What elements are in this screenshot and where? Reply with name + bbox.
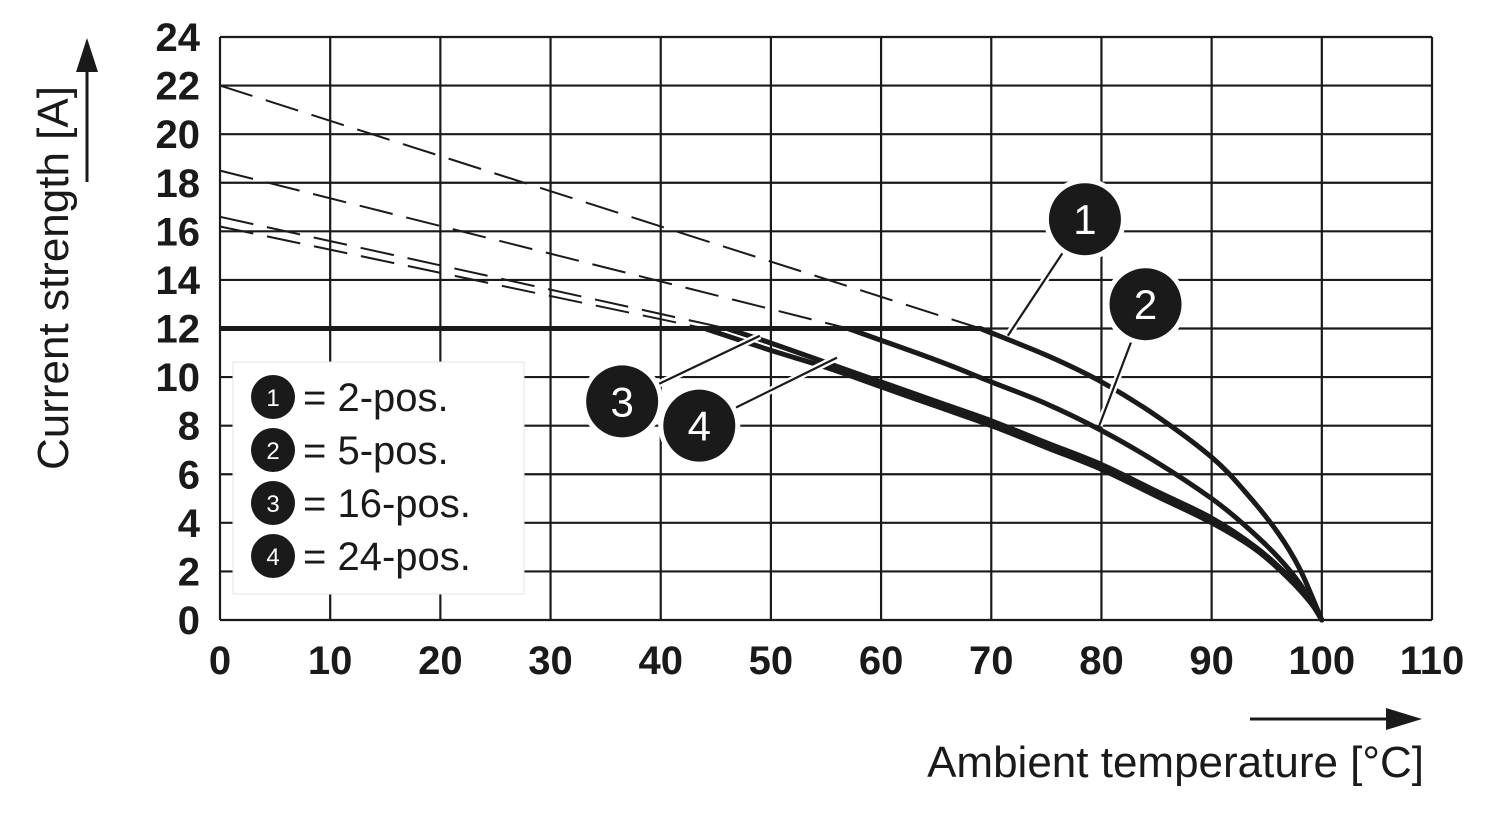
y-tick-16: 16 <box>156 210 201 254</box>
x-tick-100: 100 <box>1288 639 1355 683</box>
legend-marker-3 <box>251 481 295 525</box>
dashed-line-3 <box>219 215 728 330</box>
callout-4: 4 <box>658 354 839 467</box>
dashed-line-1 <box>219 84 981 330</box>
x-tick-50: 50 <box>749 639 794 683</box>
y-tick-12: 12 <box>156 308 201 352</box>
grid <box>218 35 1434 622</box>
y-axis-label: Current strength [A] <box>29 86 78 470</box>
curve-2 <box>845 326 1325 623</box>
legend-marker-4 <box>251 534 295 578</box>
callout-badge <box>1048 183 1121 256</box>
legend: 1 = 2-pos. 2 = 5-pos. 3 = 16-pos. 4 = 24-pos. <box>232 361 525 595</box>
y-tick-24: 24 <box>156 16 201 60</box>
callout-3: 3 <box>581 332 762 443</box>
x-tick-40: 40 <box>638 639 683 683</box>
legend-label: = 24-pos. <box>303 535 471 579</box>
curve-callouts: 12 3 4 <box>581 178 1187 467</box>
dashed-line-2 <box>219 169 849 330</box>
x-tick-110: 110 <box>1400 639 1465 683</box>
y-tick-8: 8 <box>178 405 200 449</box>
legend-item-2: 2 = 5-pos. <box>251 428 449 473</box>
legend-item-4: 4 = 24-pos. <box>251 534 471 579</box>
x-tick-0: 0 <box>209 639 231 683</box>
y-tick-10: 10 <box>156 356 201 400</box>
dashed-line-4 <box>219 225 706 330</box>
x-axis-arrow-head <box>1386 708 1422 730</box>
y-axis-label-group: Current strength [A] <box>29 38 98 470</box>
callout-number: 2 <box>1134 281 1157 328</box>
x-tick-80: 80 <box>1079 639 1124 683</box>
y-tick-14: 14 <box>156 259 201 303</box>
y-tick-22: 22 <box>156 65 201 109</box>
y-tick-20: 20 <box>156 113 201 157</box>
callout-badge <box>1109 268 1182 341</box>
y-tick-18: 18 <box>156 162 201 206</box>
curve-1 <box>977 326 1325 623</box>
legend-label: = 5-pos. <box>303 429 449 473</box>
legend-item-1: 1 = 2-pos. <box>251 375 449 420</box>
legend-marker-number: 4 <box>266 544 279 571</box>
y-axis-arrow-head <box>76 38 98 72</box>
extrapolation-lines <box>219 84 981 330</box>
x-tick-30: 30 <box>528 639 573 683</box>
legend-marker-2 <box>251 428 295 472</box>
legend-label: = 16-pos. <box>303 482 471 526</box>
y-tick-0: 0 <box>178 599 200 643</box>
legend-marker-number: 3 <box>266 491 279 518</box>
legend-marker-number: 1 <box>266 385 279 412</box>
legend-label: = 2-pos. <box>303 376 449 420</box>
x-tick-20: 20 <box>418 639 463 683</box>
x-tick-90: 90 <box>1189 639 1234 683</box>
legend-marker-number: 2 <box>266 438 279 465</box>
y-tick-2: 2 <box>178 550 200 594</box>
callout-number: 3 <box>610 378 633 425</box>
callout-badge <box>663 389 736 462</box>
y-tick-4: 4 <box>178 502 201 546</box>
callout-1: 1 <box>1004 178 1126 338</box>
x-tick-60: 60 <box>859 639 904 683</box>
x-tick-70: 70 <box>969 639 1014 683</box>
x-tick-10: 10 <box>308 639 353 683</box>
legend-marker-1 <box>251 375 295 419</box>
legend-item-3: 3 = 16-pos. <box>251 481 471 526</box>
callout-2: 2 <box>1095 263 1187 427</box>
x-axis-label-group: Ambient temperature [°C] <box>927 708 1424 787</box>
callout-number: 1 <box>1073 196 1096 243</box>
y-tick-6: 6 <box>178 453 200 497</box>
x-axis-label: Ambient temperature [°C] <box>927 738 1424 787</box>
curve-4 <box>702 326 1325 623</box>
x-tick-labels: 0 10 20 30 40 50 60 70 80 90 100 110 <box>209 639 1464 683</box>
callout-badge <box>586 365 659 438</box>
callout-number: 4 <box>688 403 711 450</box>
